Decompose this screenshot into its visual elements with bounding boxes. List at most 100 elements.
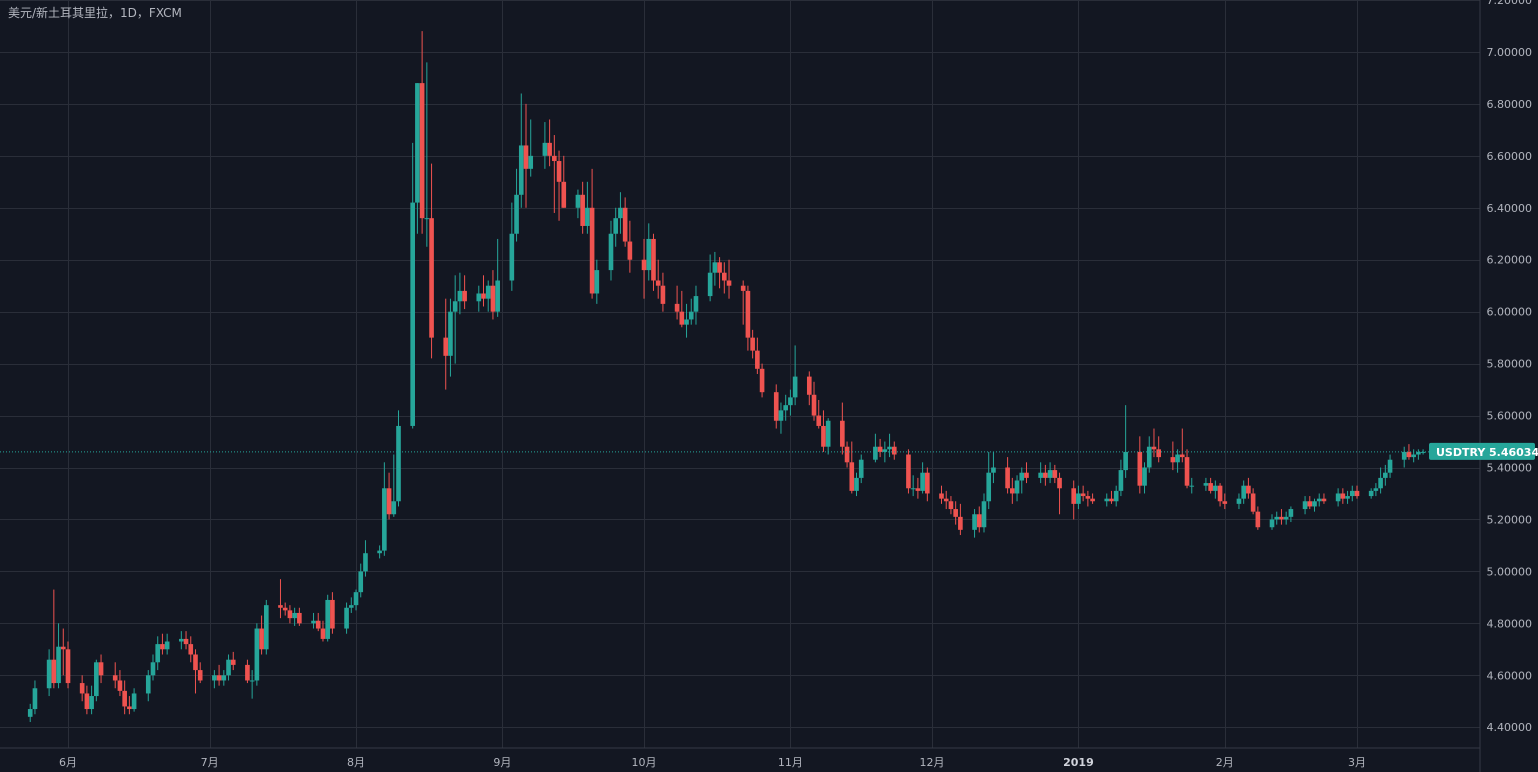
candle-body <box>552 155 557 162</box>
candle-body <box>117 680 123 691</box>
candle <box>386 472 392 520</box>
candle <box>221 670 227 686</box>
candle-body <box>877 446 883 452</box>
candle-body <box>1208 483 1213 491</box>
candle-body <box>788 397 793 406</box>
candle <box>490 270 496 320</box>
candle-body <box>56 646 61 684</box>
candle-body <box>1090 498 1095 502</box>
candle <box>740 280 746 325</box>
candle-body <box>263 605 269 650</box>
candle <box>575 189 581 219</box>
candle-body <box>1307 501 1313 507</box>
candle <box>98 654 104 684</box>
candle <box>906 449 911 494</box>
candle <box>1255 506 1261 530</box>
candle-body <box>622 207 628 242</box>
candle <box>1236 493 1242 510</box>
candle-body <box>490 285 496 312</box>
candle <box>1170 441 1176 471</box>
candle-body <box>1085 496 1091 499</box>
candle-body <box>1109 498 1114 502</box>
candle-body <box>1411 454 1416 458</box>
candle-body <box>712 262 718 273</box>
candle <box>127 696 132 715</box>
candle <box>1302 496 1308 515</box>
candle-body <box>556 161 562 182</box>
candle-body <box>925 472 930 494</box>
candle-body <box>528 155 534 169</box>
candle <box>89 685 94 715</box>
price-axis[interactable]: 7.20000 7.00000 6.80000 6.60000 6.40000 6.200… <box>1487 0 1533 734</box>
candle-body <box>858 459 864 478</box>
candle-body <box>230 659 236 665</box>
candle <box>481 275 486 307</box>
candle <box>1090 493 1095 504</box>
candle-body <box>415 83 420 203</box>
price-tick-label: 4.60000 <box>1487 669 1533 682</box>
candle-body <box>127 706 132 710</box>
candle <box>717 257 722 289</box>
candle-body <box>1047 470 1053 478</box>
time-tick-label: 3月 <box>1348 756 1366 769</box>
candle-body <box>377 550 382 554</box>
candle <box>641 238 647 299</box>
candle-body <box>160 644 165 650</box>
candle <box>183 631 189 650</box>
candle-body <box>821 425 826 447</box>
candle <box>972 509 977 538</box>
candle <box>1184 449 1190 489</box>
candle <box>1250 488 1256 515</box>
candle-body <box>1104 498 1110 502</box>
candle-body <box>1137 451 1143 486</box>
candle-body <box>330 599 335 629</box>
candle-body <box>183 638 189 645</box>
candle-body <box>585 207 590 226</box>
candle-body <box>1118 470 1124 491</box>
candle-body <box>1416 451 1421 455</box>
candle <box>311 612 316 629</box>
candle-body <box>254 628 260 681</box>
candle-body <box>1378 477 1383 489</box>
candle-body <box>122 690 127 707</box>
candle <box>65 641 71 689</box>
candle-body <box>481 293 486 299</box>
price-tick-label: 6.20000 <box>1487 254 1533 267</box>
candle <box>825 418 831 455</box>
candle-body <box>523 145 529 169</box>
candle <box>873 433 878 463</box>
candle-body <box>282 607 288 611</box>
candle <box>509 202 515 291</box>
candle <box>188 636 194 663</box>
candle <box>160 633 165 655</box>
candle <box>948 496 954 515</box>
candle <box>1203 477 1209 491</box>
price-tick-label: 6.60000 <box>1487 150 1533 163</box>
candle-body <box>825 420 831 447</box>
candle-body <box>792 376 798 398</box>
candle-body <box>1005 467 1010 489</box>
candle-body <box>1071 488 1077 504</box>
candle-body <box>891 446 897 455</box>
time-tick-label: 11月 <box>778 756 803 769</box>
time-axis[interactable]: 6月 7月 8月 9月 10月 11月 12月 2019 2月 3月 <box>59 756 1366 769</box>
candle <box>1246 477 1251 499</box>
candle <box>646 223 652 281</box>
last-price-value: 5.46034 <box>1489 446 1538 459</box>
candle <box>353 589 359 611</box>
candle-body <box>193 654 198 671</box>
candle <box>618 192 623 234</box>
candle <box>1316 493 1322 507</box>
candle <box>981 493 987 533</box>
candle-body <box>448 311 453 356</box>
candle-body <box>684 319 689 325</box>
candle <box>844 441 850 468</box>
candle <box>1123 405 1128 478</box>
candle <box>910 475 916 497</box>
candle <box>1312 498 1317 512</box>
candle <box>1387 454 1393 478</box>
candle-body <box>27 709 33 717</box>
price-tick-label: 6.40000 <box>1487 202 1533 215</box>
